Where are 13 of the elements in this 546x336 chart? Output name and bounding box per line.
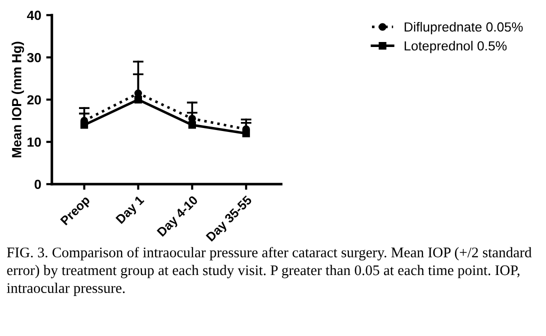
y-tick-label: 10 (28, 137, 41, 147)
y-tick-label: 40 (26, 10, 41, 20)
point (188, 121, 196, 129)
legend-label: Loteprednol 0.5% (404, 40, 507, 54)
y-tick-label: 30 (27, 52, 41, 62)
caption: FIG. 3. Comparison of intraocular pressure after cataract surgery. Mean IOP (+/2 standard error) by treatment group at each study visit. P greater than 0.05 at each time point. IOP, intraocular pressure. (6, 246, 532, 296)
y-tick-label: 0 (34, 180, 41, 190)
y-axis-title: Mean IOP (mm Hg) (12, 42, 24, 158)
x-tick-label: Day 1 (116, 195, 146, 226)
point (188, 114, 196, 122)
y-tick-label: 20 (27, 95, 41, 105)
point (134, 96, 142, 104)
legend-label: Difluprednate 0.05% (404, 22, 523, 34)
